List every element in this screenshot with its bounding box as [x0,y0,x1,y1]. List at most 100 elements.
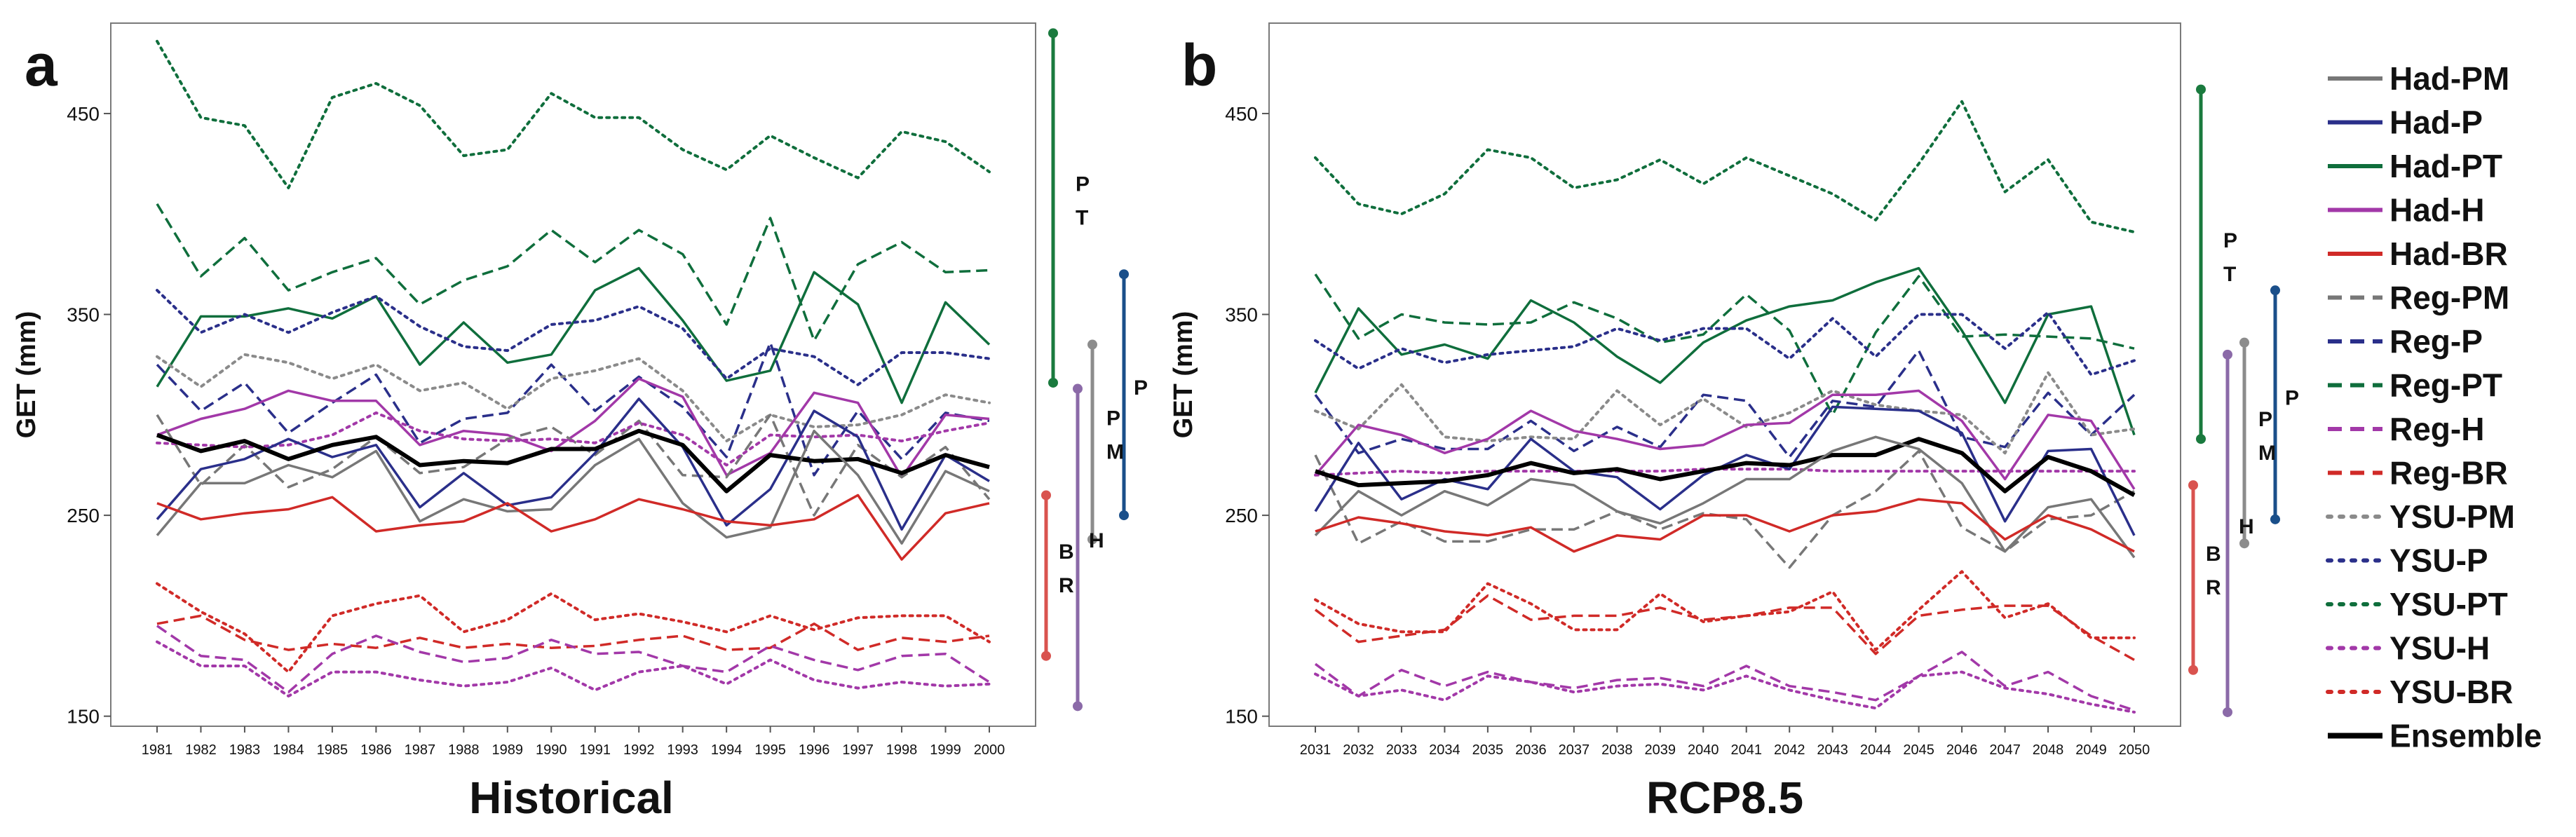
x-tick-label: 2031 [1300,742,1331,758]
legend-label: Had-PM [2389,60,2509,97]
range-bar-cap-bottom [1087,534,1097,545]
legend-label: Reg-H [2389,411,2484,447]
legend-label: Had-H [2389,192,2484,229]
legend-label: Reg-PM [2389,280,2509,316]
range-bar-cap-bottom [2188,665,2198,675]
x-tick-label: 2033 [1386,742,1418,758]
panel-label: a [25,32,58,98]
y-tick-label: 450 [67,103,100,125]
legend-label: YSU-P [2389,543,2488,579]
x-tick-label: 1999 [930,742,961,758]
x-tick-label: 1988 [448,742,480,758]
x-tick-label: 1984 [273,742,304,758]
x-tick-label: 1995 [754,742,786,758]
x-tick-label: 1998 [886,742,918,758]
series-line-had-pt [156,266,991,404]
x-tick-label: 2032 [1343,742,1374,758]
series-line-reg-pm [1314,449,2135,569]
range-bar-cap-top [2196,84,2206,95]
legend-label: YSU-H [2389,630,2490,667]
range-bar-cap-top [2270,285,2280,296]
y-tick-label: 150 [67,706,100,728]
legend-label: YSU-PM [2389,498,2515,535]
plot-area [1268,22,2181,727]
range-bar-cap-top [2239,337,2249,348]
legend-label: Reg-PT [2389,367,2502,404]
x-tick-label: 2050 [2119,742,2150,758]
series-line-had-pt [1314,266,2136,436]
x-tick-label: 1993 [667,742,698,758]
series-line-ysu-pt [1314,100,2136,233]
legend-entry-had-p: Had-P [2328,104,2483,141]
x-tick-label: 1990 [536,742,567,758]
x-tick-label: 1982 [185,742,217,758]
series-line-reg-h [156,625,990,694]
series-line-ysu-br [156,582,991,674]
x-tick-label: 1981 [142,742,173,758]
x-tick-label: 1997 [842,742,874,758]
series-line-reg-br [1314,594,2135,661]
legend-entry-reg-br: Reg-BR [2328,455,2508,491]
x-tick-label: 2044 [1860,742,1892,758]
legend-label: Reg-P [2389,323,2483,360]
y-tick-label: 150 [1225,706,1258,728]
y-tick-label: 250 [67,505,100,526]
range-bar-h: H [1073,383,1104,712]
legend-entry-ysu-p: YSU-P [2326,543,2488,579]
series-line-ysu-pt [156,39,991,189]
panel-historical: 150 250 350 450 1981 1982 1983 1984 1985 1986 1987… [12,22,1148,823]
legend: Had-PM Had-P Had-PT Had-H Had-BR Reg-PM Reg-P R… [2326,60,2542,754]
y-tick-label: 350 [1225,304,1258,326]
legend-entry-had-pm: Had-PM [2328,60,2509,97]
x-tick-label: 1991 [579,742,611,758]
x-tick-label: 1989 [492,742,524,758]
x-tick-label: 2035 [1472,742,1504,758]
range-bar-cap-bottom [2270,514,2280,524]
series-line-ysu-pm [156,353,991,443]
x-tick-label: 2047 [1989,742,2021,758]
range-bar-h: H [2223,349,2254,717]
range-bar-cap-bottom [1041,651,1051,661]
panel-rcp85: 150 250 350 450 2031 2032 2033 2034 2035 2036 2037… [1169,22,2299,823]
legend-entry-ysu-h: YSU-H [2326,630,2490,667]
x-tick-label: 1985 [317,742,348,758]
range-bar-label: H [2239,515,2254,538]
y-axis-label: GET (mm) [1169,311,1198,439]
x-tick-label: 2046 [1946,742,1978,758]
range-bar-cap-bottom [2239,538,2249,549]
x-tick-label: 1996 [799,742,830,758]
range-bar-cap-bottom [2223,707,2232,717]
x-tick-label: 2045 [1903,742,1934,758]
x-tick-label: 2042 [1774,742,1805,758]
series-line-had-br [1315,498,2135,553]
range-bar-cap-top [2188,480,2198,491]
range-bar-cap-bottom [2196,434,2206,444]
legend-label: Had-P [2389,104,2483,141]
range-bar-cap-bottom [1048,377,1058,388]
series-line-had-h [1314,389,2136,490]
legend-label: Had-BR [2389,236,2508,272]
x-tick-label: 2048 [2033,742,2064,758]
series-line-ysu-h [156,640,991,698]
range-bar-cap-top [1041,490,1051,501]
chart-title: RCP8.5 [1646,773,1803,823]
range-bar-label: P [2285,386,2299,409]
range-bar-cap-top [1119,269,1129,280]
series-line-reg-h [1314,651,2135,712]
series-line-ysu-pm [1314,371,2136,455]
series-line-ysu-p [156,289,991,386]
y-tick-label: 250 [1225,505,1258,526]
x-tick-label: 2000 [974,742,1005,758]
legend-entry-reg-pt: Reg-PT [2328,367,2502,404]
legend-entry-reg-pm: Reg-PM [2328,280,2509,316]
range-bar-p: P [1119,269,1148,521]
x-tick-label: 1986 [360,742,392,758]
legend-entry-had-h: Had-H [2328,192,2484,229]
